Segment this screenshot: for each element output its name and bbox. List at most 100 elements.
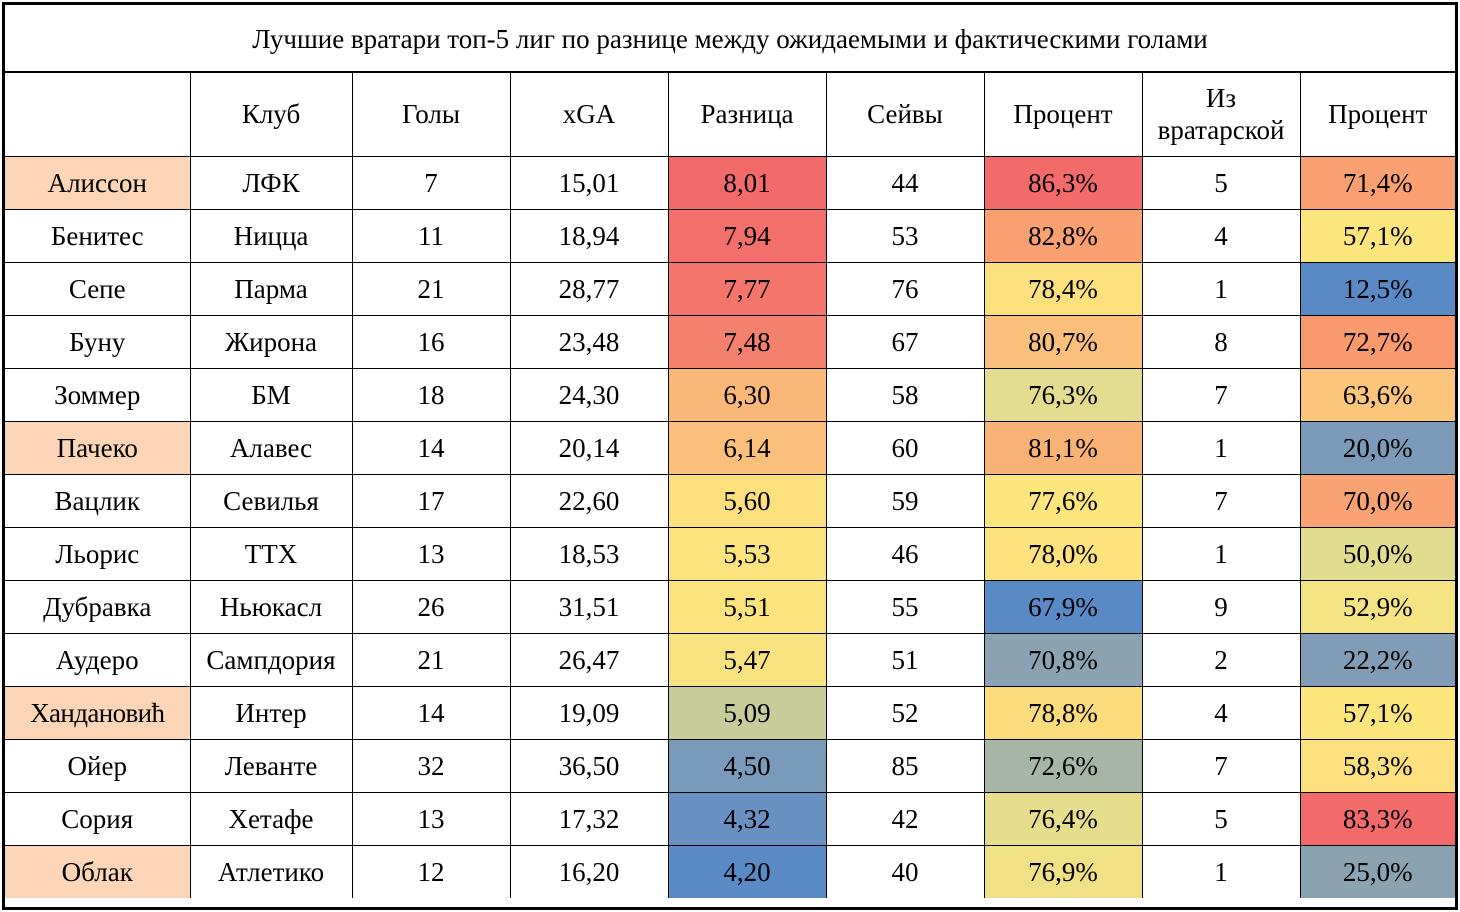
- cell-box-pct: 52,9%: [1299, 580, 1455, 634]
- cell-box-pct: 20,0%: [1299, 421, 1455, 475]
- cell-box-saves: 7: [1141, 739, 1301, 793]
- cell-box-saves: 5: [1141, 792, 1301, 846]
- table-row: Льорис ТТХ 13 18,53 5,53 46 78,0% 1 50,0%: [5, 527, 1455, 581]
- cell-xga: 19,09: [509, 686, 669, 740]
- cell-saves: 53: [825, 209, 985, 263]
- cell-club: Ньюкасл: [189, 580, 353, 634]
- cell-club: БМ: [189, 368, 353, 422]
- cell-goals: 32: [351, 739, 511, 793]
- cell-goals: 21: [351, 633, 511, 687]
- cell-diff: 4,50: [667, 739, 827, 793]
- cell-xga: 17,32: [509, 792, 669, 846]
- cell-saves: 76: [825, 262, 985, 316]
- cell-save-pct: 86,3%: [983, 156, 1143, 210]
- cell-club: Хетафе: [189, 792, 353, 846]
- cell-name: Ойер: [5, 739, 191, 793]
- cell-club: ТТХ: [189, 527, 353, 581]
- cell-box-saves: 1: [1141, 262, 1301, 316]
- table-row: Дубравка Ньюкасл 26 31,51 5,51 55 67,9% 9 52,9%: [5, 580, 1455, 634]
- cell-name: Хандановић: [5, 686, 191, 740]
- cell-box-saves: 1: [1141, 845, 1301, 898]
- cell-xga: 24,30: [509, 368, 669, 422]
- cell-club: Алавес: [189, 421, 353, 475]
- cell-name: Бенитес: [5, 209, 191, 263]
- cell-saves: 85: [825, 739, 985, 793]
- cell-club: Ницца: [189, 209, 353, 263]
- cell-goals: 13: [351, 527, 511, 581]
- cell-name: Аудеро: [5, 633, 191, 687]
- cell-name: Сория: [5, 792, 191, 846]
- cell-name: Сепе: [5, 262, 191, 316]
- cell-box-saves: 9: [1141, 580, 1301, 634]
- table-row: Алиссон ЛФК 7 15,01 8,01 44 86,3% 5 71,4%: [5, 156, 1455, 210]
- cell-box-saves: 2: [1141, 633, 1301, 687]
- header-cell-save-pct: Процент: [983, 73, 1143, 157]
- cell-box-pct: 71,4%: [1299, 156, 1455, 210]
- cell-save-pct: 76,3%: [983, 368, 1143, 422]
- cell-diff: 5,47: [667, 633, 827, 687]
- cell-diff: 7,94: [667, 209, 827, 263]
- table-row: Зоммер БМ 18 24,30 6,30 58 76,3% 7 63,6%: [5, 368, 1455, 422]
- cell-box-saves: 8: [1141, 315, 1301, 369]
- cell-club: Жирона: [189, 315, 353, 369]
- goalkeepers-table: Клуб Голы xGA Разница Сейвы Процент Из в…: [5, 73, 1455, 898]
- cell-box-saves: 4: [1141, 209, 1301, 263]
- cell-diff: 5,51: [667, 580, 827, 634]
- cell-club: Севилья: [189, 474, 353, 528]
- cell-save-pct: 77,6%: [983, 474, 1143, 528]
- cell-club: ЛФК: [189, 156, 353, 210]
- cell-save-pct: 70,8%: [983, 633, 1143, 687]
- cell-saves: 42: [825, 792, 985, 846]
- cell-name: Облак: [5, 845, 191, 898]
- cell-goals: 7: [351, 156, 511, 210]
- header-cell-xga: xGA: [509, 73, 669, 157]
- cell-save-pct: 78,0%: [983, 527, 1143, 581]
- table-row: Буну Жирона 16 23,48 7,48 67 80,7% 8 72,7%: [5, 315, 1455, 369]
- cell-xga: 26,47: [509, 633, 669, 687]
- cell-goals: 18: [351, 368, 511, 422]
- cell-name: Льорис: [5, 527, 191, 581]
- cell-save-pct: 80,7%: [983, 315, 1143, 369]
- header-cell-name: [5, 73, 191, 157]
- cell-diff: 7,77: [667, 262, 827, 316]
- cell-save-pct: 76,4%: [983, 792, 1143, 846]
- cell-saves: 40: [825, 845, 985, 898]
- cell-save-pct: 67,9%: [983, 580, 1143, 634]
- cell-xga: 28,77: [509, 262, 669, 316]
- cell-box-pct: 83,3%: [1299, 792, 1455, 846]
- cell-xga: 15,01: [509, 156, 669, 210]
- cell-goals: 14: [351, 421, 511, 475]
- cell-saves: 59: [825, 474, 985, 528]
- cell-diff: 5,09: [667, 686, 827, 740]
- cell-box-pct: 57,1%: [1299, 686, 1455, 740]
- cell-goals: 16: [351, 315, 511, 369]
- cell-goals: 13: [351, 792, 511, 846]
- cell-saves: 60: [825, 421, 985, 475]
- header-cell-diff: Разница: [667, 73, 827, 157]
- table-row: Аудеро Сампдория 21 26,47 5,47 51 70,8% 2 22,2%: [5, 633, 1455, 687]
- cell-club: Сампдория: [189, 633, 353, 687]
- cell-diff: 4,32: [667, 792, 827, 846]
- cell-name: Пачеко: [5, 421, 191, 475]
- cell-name: Алиссон: [5, 156, 191, 210]
- cell-box-pct: 72,7%: [1299, 315, 1455, 369]
- cell-diff: 6,30: [667, 368, 827, 422]
- cell-goals: 17: [351, 474, 511, 528]
- cell-name: Зоммер: [5, 368, 191, 422]
- cell-box-pct: 57,1%: [1299, 209, 1455, 263]
- header-row: Клуб Голы xGA Разница Сейвы Процент Из в…: [5, 73, 1455, 157]
- cell-box-saves: 4: [1141, 686, 1301, 740]
- cell-xga: 31,51: [509, 580, 669, 634]
- cell-saves: 55: [825, 580, 985, 634]
- table-row: Облак Атлетико 12 16,20 4,20 40 76,9% 1 25,0%: [5, 845, 1455, 898]
- cell-saves: 44: [825, 156, 985, 210]
- cell-club: Интер: [189, 686, 353, 740]
- cell-saves: 51: [825, 633, 985, 687]
- cell-save-pct: 78,4%: [983, 262, 1143, 316]
- cell-box-pct: 22,2%: [1299, 633, 1455, 687]
- cell-xga: 18,94: [509, 209, 669, 263]
- cell-goals: 26: [351, 580, 511, 634]
- cell-box-pct: 12,5%: [1299, 262, 1455, 316]
- table-row: Хандановић Интер 14 19,09 5,09 52 78,8% 4 57,1%: [5, 686, 1455, 740]
